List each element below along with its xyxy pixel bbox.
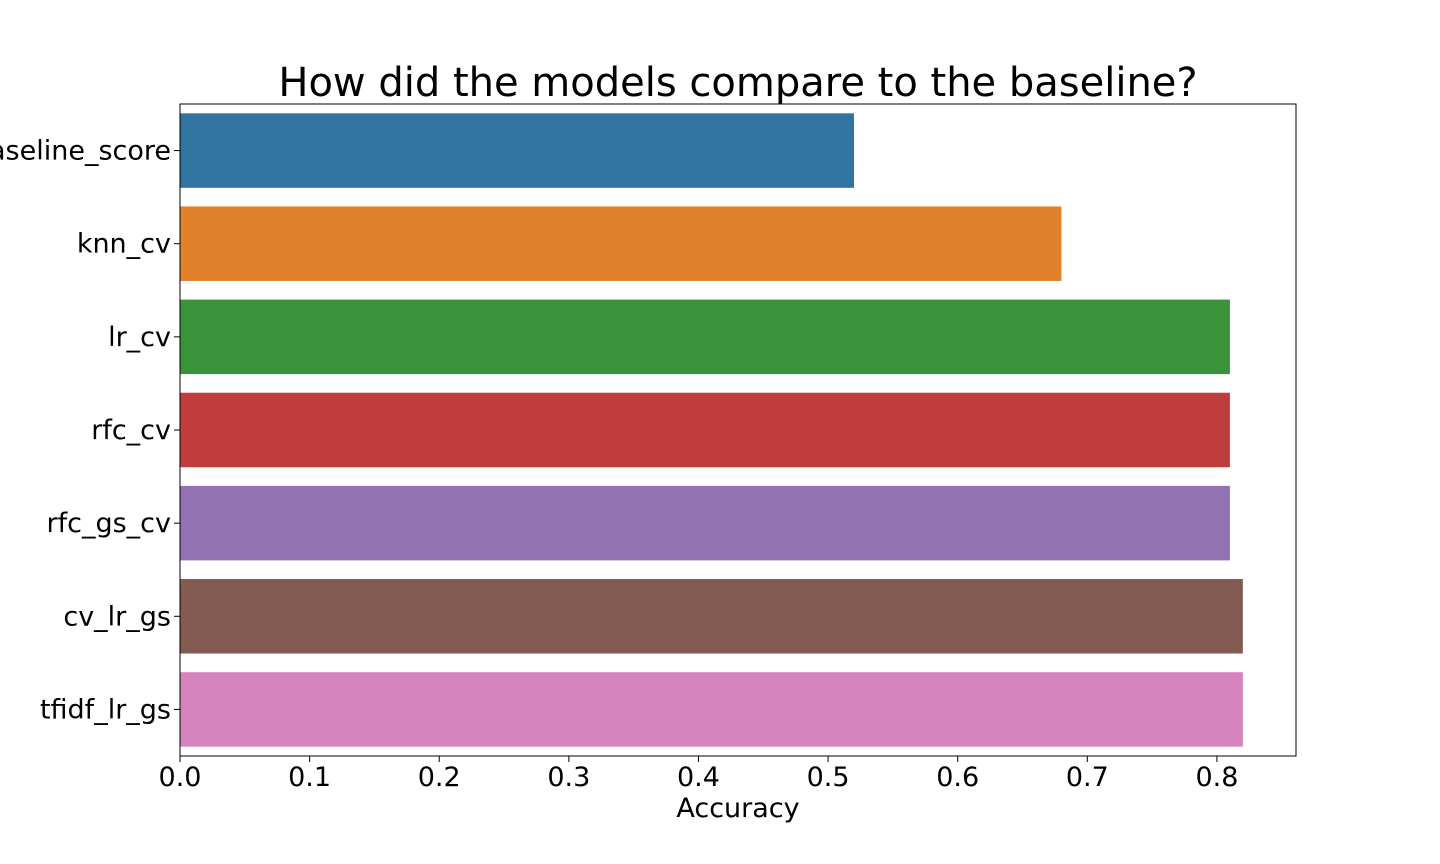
x-tick-label: 0.3 bbox=[547, 762, 590, 793]
x-axis-label: Accuracy bbox=[676, 793, 799, 824]
y-tick-label: baseline_score bbox=[0, 136, 171, 167]
x-tick-label: 0.4 bbox=[677, 762, 720, 793]
bar-baseline-score bbox=[180, 113, 855, 188]
bar-rfc-cv bbox=[180, 392, 1230, 468]
bar-knn-cv bbox=[180, 206, 1062, 281]
y-tick-label: tfidf_lr_gs bbox=[40, 694, 171, 725]
y-tick-label: lr_cv bbox=[108, 322, 171, 353]
x-tick-label: 0.5 bbox=[807, 762, 850, 793]
bar-tfidf-lr-gs bbox=[180, 672, 1243, 747]
y-tick-label: rfc_gs_cv bbox=[47, 508, 172, 539]
bars-layer bbox=[180, 113, 1243, 747]
x-tick-label: 0.7 bbox=[1066, 762, 1109, 793]
x-tick-label: 0.0 bbox=[159, 762, 202, 793]
x-tick-label: 0.1 bbox=[288, 762, 331, 793]
bar-lr-cv bbox=[180, 299, 1230, 375]
y-tick-label: knn_cv bbox=[77, 229, 171, 260]
bar-cv-lr-gs bbox=[180, 579, 1243, 654]
bar-rfc-gs-cv bbox=[180, 485, 1230, 561]
y-tick-label: cv_lr_gs bbox=[63, 601, 171, 632]
x-tick-label: 0.8 bbox=[1195, 762, 1238, 793]
chart-title: How did the models compare to the baseli… bbox=[278, 60, 1197, 106]
y-axis: baseline_score knn_cv lr_cv rfc_cv rfc_gs_cv… bbox=[0, 136, 180, 725]
y-tick-label: rfc_cv bbox=[91, 415, 171, 446]
x-axis: 0.0 0.1 0.2 0.3 0.4 0.5 0.6 0.7 0.8 bbox=[159, 756, 1238, 793]
x-tick-label: 0.2 bbox=[418, 762, 461, 793]
x-tick-label: 0.6 bbox=[936, 762, 979, 793]
